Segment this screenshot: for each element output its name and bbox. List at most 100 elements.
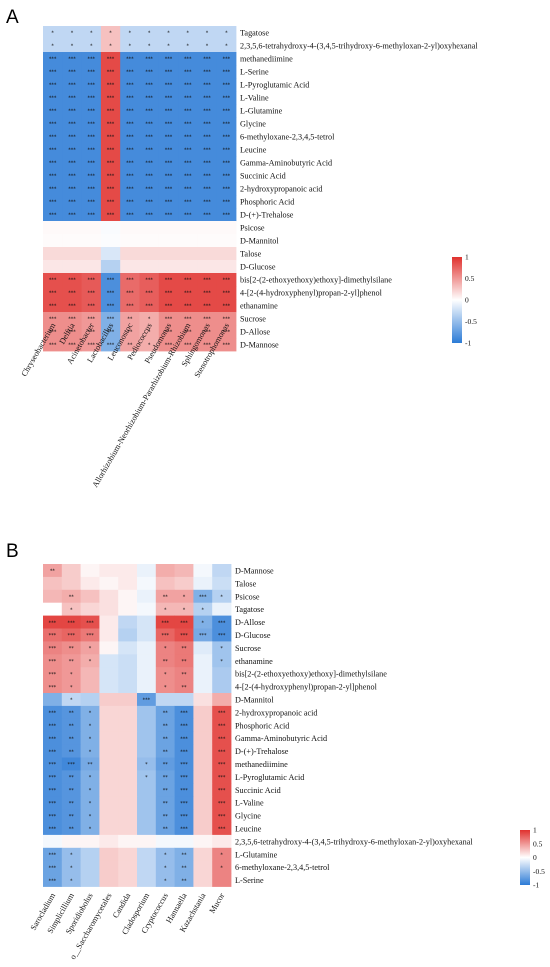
significance-stars: * xyxy=(164,672,167,678)
heatmap-cell xyxy=(155,783,175,797)
significance-stars: *** xyxy=(145,304,153,310)
heatmap-cell xyxy=(139,156,160,170)
significance-stars: *** xyxy=(88,291,96,297)
heatmap-cell xyxy=(216,312,237,326)
significance-stars: *** xyxy=(68,96,76,102)
significance-stars: ** xyxy=(69,646,75,652)
heatmap-cell xyxy=(118,705,138,720)
heatmap-cell xyxy=(120,143,140,157)
significance-stars: *** xyxy=(218,723,226,729)
heatmap-cell xyxy=(118,744,138,758)
significance-stars: *** xyxy=(145,148,153,154)
heatmap-cell xyxy=(120,195,140,209)
significance-stars: *** xyxy=(49,122,57,128)
heatmap-cell xyxy=(61,576,81,591)
significance-stars: *** xyxy=(88,70,96,76)
significance-stars: *** xyxy=(107,213,115,219)
significance-stars: *** xyxy=(49,109,57,115)
heatmap-cell xyxy=(120,234,140,248)
heatmap-cell xyxy=(193,731,213,745)
significance-stars: *** xyxy=(88,148,96,154)
significance-stars: ** xyxy=(163,801,169,807)
heatmap-cell xyxy=(81,39,102,53)
colorbar-tick-label: -0.5 xyxy=(465,317,477,326)
heatmap-cell xyxy=(193,770,213,784)
significance-stars: * xyxy=(89,801,92,807)
row-label: Talose xyxy=(235,579,257,588)
row-label: D-Glucose xyxy=(235,631,271,640)
heatmap-cell xyxy=(81,260,102,274)
colorbar-tick-label: -1 xyxy=(533,881,539,890)
significance-stars: ** xyxy=(69,723,75,729)
heatmap-cell xyxy=(61,796,81,810)
significance-stars: * xyxy=(183,607,186,613)
significance-stars: ** xyxy=(163,762,169,768)
significance-stars: *** xyxy=(49,852,57,858)
heatmap-cell xyxy=(155,860,175,874)
heatmap-cell xyxy=(118,783,138,797)
heatmap-cell xyxy=(193,809,213,823)
heatmap-cell xyxy=(158,182,179,196)
heatmap-cell xyxy=(174,576,194,591)
heatmap-cell xyxy=(174,705,194,720)
heatmap-cell xyxy=(158,78,179,92)
significance-stars: * xyxy=(220,865,223,871)
row-label: 4-[2-(4-hydroxyphenyl)propan-2-yl]phenol xyxy=(235,683,378,692)
heatmap-cell xyxy=(80,718,100,733)
significance-stars: *** xyxy=(223,83,231,89)
heatmap-cell xyxy=(137,680,157,694)
row-label: ethanamine xyxy=(235,657,273,666)
significance-stars: * xyxy=(167,31,170,37)
significance-stars: *** xyxy=(88,278,96,284)
heatmap-cell xyxy=(120,130,140,144)
heatmap-cell xyxy=(137,693,157,707)
significance-stars: *** xyxy=(165,291,173,297)
significance-stars: *** xyxy=(107,304,115,310)
heatmap-cell xyxy=(61,693,81,707)
heatmap-cell xyxy=(81,182,102,196)
significance-stars: *** xyxy=(49,83,57,89)
heatmap-cell xyxy=(81,117,102,131)
heatmap-cell xyxy=(193,834,213,849)
heatmap-cell xyxy=(80,693,100,707)
heatmap-cell xyxy=(155,873,175,887)
heatmap-cell xyxy=(43,834,63,849)
significance-stars: *** xyxy=(218,775,226,781)
heatmap-cell xyxy=(43,822,63,836)
heatmap-cell xyxy=(216,325,237,339)
heatmap-cell xyxy=(61,770,81,784)
heatmap-cell xyxy=(43,91,63,105)
heatmap-cell xyxy=(216,39,237,53)
significance-stars: *** xyxy=(49,291,57,297)
heatmap-cell xyxy=(43,195,63,209)
heatmap-cell xyxy=(99,641,119,655)
significance-stars: * xyxy=(183,594,186,600)
heatmap-cell xyxy=(178,91,198,105)
heatmap-cell xyxy=(216,221,237,235)
heatmap-cell xyxy=(158,338,179,352)
heatmap-cell xyxy=(212,796,232,810)
significance-stars: * xyxy=(220,594,223,600)
heatmap-cell xyxy=(43,654,63,668)
heatmap-cell xyxy=(216,91,237,105)
significance-stars: * xyxy=(164,607,167,613)
heatmap-cell xyxy=(61,654,81,668)
significance-stars: *** xyxy=(180,633,188,639)
significance-stars: *** xyxy=(88,174,96,180)
heatmap-cell xyxy=(118,693,138,707)
significance-stars: *** xyxy=(126,83,134,89)
significance-stars: *** xyxy=(107,109,115,115)
significance-stars: *** xyxy=(223,304,231,310)
row-label: bis[2-(2-ethoxyethoxy)ethoxy]-dimethylsi… xyxy=(235,670,387,679)
heatmap-cell xyxy=(178,234,198,248)
heatmap-cell xyxy=(139,286,160,300)
heatmap-cell xyxy=(99,873,119,887)
heatmap-cell xyxy=(158,260,179,274)
heatmap-cell xyxy=(178,273,198,287)
significance-stars: ** xyxy=(182,659,188,665)
heatmap-cell xyxy=(99,770,119,784)
significance-stars: ** xyxy=(69,736,75,742)
colorbar-tick-label: 0.5 xyxy=(465,274,475,283)
heatmap-cell xyxy=(158,65,179,79)
heatmap-cell xyxy=(197,65,218,79)
